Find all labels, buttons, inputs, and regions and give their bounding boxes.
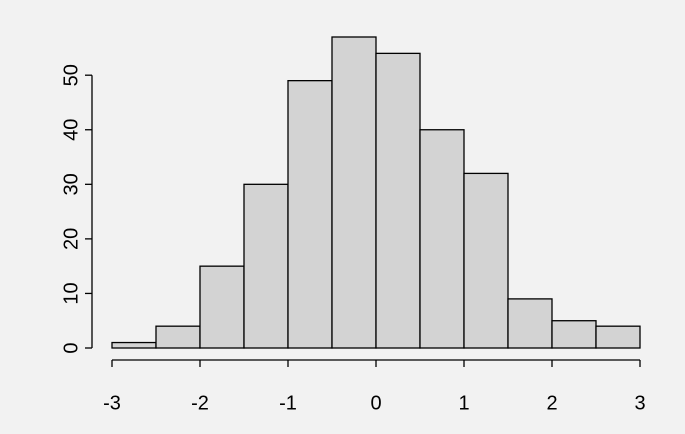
x-tick-label: -3: [103, 392, 121, 414]
bar: [595, 325, 641, 349]
bar: [331, 36, 377, 349]
bar: [463, 172, 509, 349]
bar: [243, 183, 289, 349]
x-tick-label: 3: [634, 392, 645, 414]
bar: [155, 325, 201, 349]
x-tick-label: -2: [191, 392, 209, 414]
y-tick-label: 50: [60, 64, 82, 86]
bar: [287, 79, 333, 349]
y-tick-label: 40: [60, 119, 82, 141]
bar: [199, 265, 245, 349]
bar: [551, 320, 597, 349]
bar: [419, 129, 465, 349]
bar: [111, 341, 157, 349]
x-tick-label: 1: [458, 392, 469, 414]
x-tick-label: -1: [279, 392, 297, 414]
y-tick-label: 0: [60, 342, 82, 353]
y-tick-label: 30: [60, 173, 82, 195]
y-tick-label: 20: [60, 228, 82, 250]
y-tick-label: 10: [60, 282, 82, 304]
bar: [507, 298, 553, 349]
x-tick-label: 2: [546, 392, 557, 414]
bar: [375, 52, 421, 349]
x-tick-label: 0: [370, 392, 381, 414]
